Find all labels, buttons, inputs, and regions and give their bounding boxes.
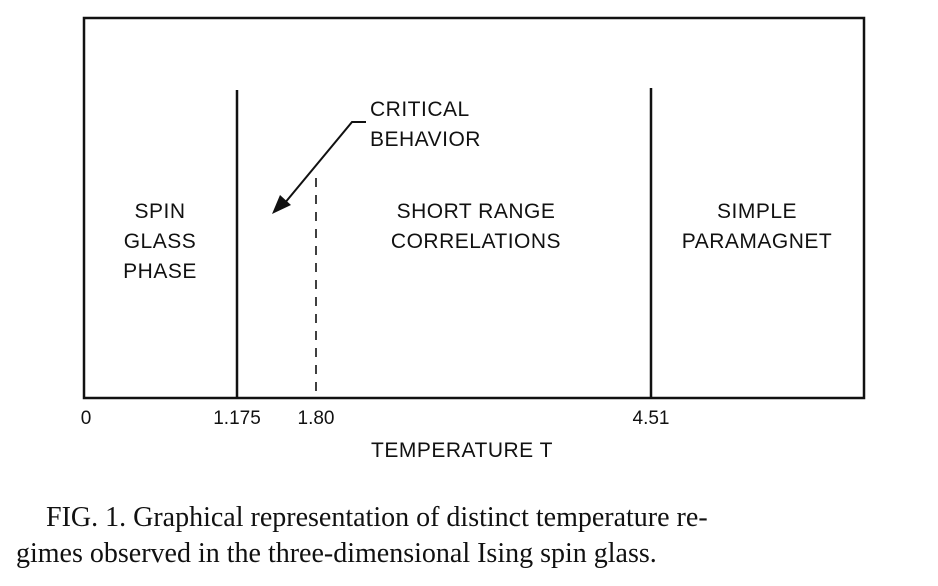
region-spin-glass-line-3: PHASE: [123, 260, 197, 283]
region-spin-glass-line-1: SPIN: [134, 200, 185, 223]
caption-line-1: FIG. 1. Graphical representation of dist…: [46, 502, 708, 533]
annotation-arrowhead-icon: [272, 195, 291, 214]
annotation-arrow-icon: [283, 121, 366, 205]
tick-label-0: 0: [81, 408, 92, 429]
region-short-range-label: SHORT RANGE CORRELATIONS: [391, 200, 561, 253]
region-paramagnet-line-2: PARAMAGNET: [682, 230, 832, 253]
annotation-line-2: BEHAVIOR: [370, 128, 481, 151]
region-short-range-line-1: SHORT RANGE: [397, 200, 556, 223]
diagram-frame: [82, 16, 866, 400]
region-paramagnet-label: SIMPLE PARAMAGNET: [682, 200, 832, 253]
axis-label: TEMPERATURE T: [371, 439, 553, 462]
tick-label-180: 1.80: [298, 408, 335, 429]
tick-label-451: 4.51: [633, 408, 670, 429]
tick-label-1175: 1.175: [213, 408, 261, 429]
region-paramagnet-line-1: SIMPLE: [717, 200, 797, 223]
figure-caption: FIG. 1. Graphical representation of dist…: [16, 500, 926, 572]
region-spin-glass-label: SPIN GLASS PHASE: [123, 200, 197, 283]
region-short-range-line-2: CORRELATIONS: [391, 230, 561, 253]
temperature-regime-diagram: SPIN GLASS PHASE SHORT RANGE CORRELATION…: [81, 16, 866, 462]
annotation-line-1: CRITICAL: [370, 98, 470, 121]
region-spin-glass-line-2: GLASS: [124, 230, 197, 253]
caption-line-2: gimes observed in the three-dimensional …: [16, 538, 657, 569]
critical-behavior-annotation: CRITICAL BEHAVIOR: [272, 98, 481, 214]
